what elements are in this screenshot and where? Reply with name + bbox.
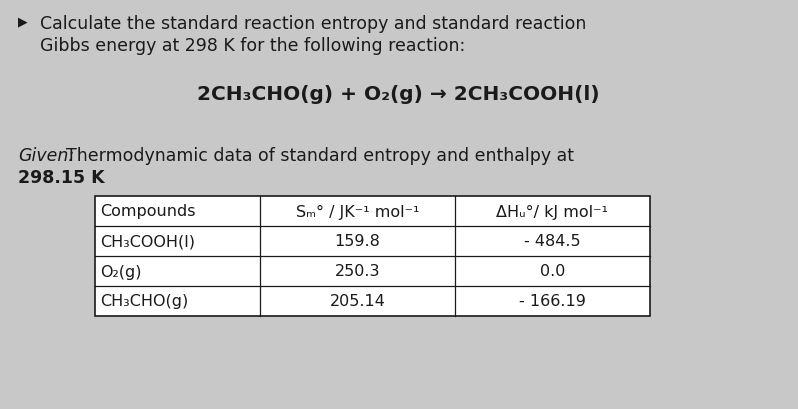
- Text: 250.3: 250.3: [334, 264, 381, 279]
- Text: O₂(g): O₂(g): [100, 264, 141, 279]
- Text: 298.15 K: 298.15 K: [18, 169, 105, 187]
- Text: Compounds: Compounds: [100, 204, 196, 219]
- Text: 159.8: 159.8: [334, 234, 381, 249]
- Text: 2CH₃CHO(g) + O₂(g) → 2CH₃COOH(l): 2CH₃CHO(g) + O₂(g) → 2CH₃COOH(l): [196, 85, 599, 104]
- Text: 0.0: 0.0: [539, 264, 565, 279]
- Text: CH₃COOH(l): CH₃COOH(l): [100, 234, 195, 249]
- Text: Calculate the standard reaction entropy and standard reaction: Calculate the standard reaction entropy …: [40, 15, 587, 33]
- Text: ΔHᵤ°/ kJ mol⁻¹: ΔHᵤ°/ kJ mol⁻¹: [496, 204, 609, 219]
- Text: - 166.19: - 166.19: [519, 294, 586, 309]
- Text: 205.14: 205.14: [330, 294, 385, 309]
- Text: CH₃CHO(g): CH₃CHO(g): [100, 294, 188, 309]
- Text: ▶: ▶: [18, 15, 28, 28]
- Text: Gibbs energy at 298 K for the following reaction:: Gibbs energy at 298 K for the following …: [40, 37, 465, 55]
- Text: Given:: Given:: [18, 147, 74, 164]
- Text: Thermodynamic data of standard entropy and enthalpy at: Thermodynamic data of standard entropy a…: [66, 147, 574, 164]
- Text: - 484.5: - 484.5: [524, 234, 581, 249]
- Text: Sₘ° / JK⁻¹ mol⁻¹: Sₘ° / JK⁻¹ mol⁻¹: [296, 204, 419, 219]
- Bar: [95, 196, 650, 316]
